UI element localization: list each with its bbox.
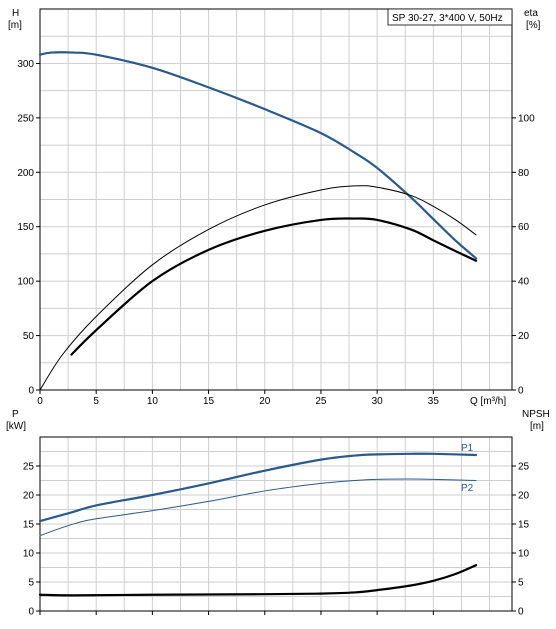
bottom-gridlines bbox=[40, 437, 512, 611]
series-line-1-2 bbox=[38, 564, 478, 597]
right-tick-label: 15 bbox=[518, 520, 530, 531]
right-tick-label: 10 bbox=[518, 549, 530, 560]
left-axis-symbol-top: H bbox=[12, 8, 19, 19]
x-axis-label: Q [m³/h] bbox=[470, 396, 506, 407]
right-axis-symbol-bottom: NPSH bbox=[522, 409, 550, 420]
top-plot-frame bbox=[39, 8, 513, 391]
left-tick-label: 0 bbox=[28, 386, 34, 397]
x-tick-label: 0 bbox=[37, 396, 43, 407]
right-tick-label: 20 bbox=[518, 331, 530, 342]
left-axis-unit-top: [m] bbox=[8, 20, 22, 31]
right-axis-unit-top: [%] bbox=[526, 20, 541, 31]
series-line-0-2 bbox=[70, 217, 478, 356]
right-tick-label: 20 bbox=[518, 491, 530, 502]
x-tick-label: 30 bbox=[372, 396, 384, 407]
right-tick-label: 0 bbox=[518, 386, 524, 397]
bottom-tick-labels: 0 5 10 15 20 25 0 5 10 15 20 25 bbox=[23, 462, 530, 618]
left-tick-label: 15 bbox=[23, 520, 35, 531]
right-tick-label: 40 bbox=[518, 277, 530, 288]
right-tick-label: 5 bbox=[518, 578, 524, 589]
left-tick-label: 10 bbox=[23, 549, 35, 560]
series-p1 bbox=[38, 452, 478, 523]
series-line-0-0 bbox=[38, 51, 478, 260]
right-tick-label: 0 bbox=[518, 607, 524, 618]
right-tick-label: 80 bbox=[518, 168, 530, 179]
series-label-p1: P1 bbox=[461, 443, 474, 454]
left-axis-unit-bottom: [kW] bbox=[6, 421, 26, 432]
chart-title-box bbox=[387, 8, 513, 26]
right-axis-symbol-top: eta bbox=[524, 8, 538, 19]
right-tick-label: 25 bbox=[518, 462, 530, 473]
series-label-p2: P2 bbox=[461, 483, 474, 494]
x-tick-label: 15 bbox=[203, 396, 215, 407]
left-tick-label: 250 bbox=[17, 113, 34, 124]
series-p2 bbox=[39, 478, 477, 537]
x-tick-label: 25 bbox=[315, 396, 327, 407]
x-tick-label: 35 bbox=[428, 396, 440, 407]
top-series-group bbox=[38, 51, 478, 391]
top-tick-labels: 0 50 100 150 200 250 300 0 20 40 60 80 100 0 5 10 15 20 25… bbox=[17, 59, 535, 407]
left-axis-symbol-bottom: P bbox=[12, 409, 19, 420]
bottom-series-group bbox=[38, 452, 478, 597]
left-tick-label: 20 bbox=[23, 491, 35, 502]
top-gridlines bbox=[40, 9, 512, 390]
left-tick-label: 50 bbox=[23, 331, 35, 342]
left-tick-label: 0 bbox=[28, 607, 34, 618]
series-line-0-1 bbox=[39, 185, 477, 391]
x-tick-label: 20 bbox=[259, 396, 271, 407]
right-axis-unit-bottom: [m] bbox=[530, 421, 544, 432]
x-tick-label: 5 bbox=[93, 396, 99, 407]
left-tick-label: 100 bbox=[17, 277, 34, 288]
left-tick-label: 150 bbox=[17, 222, 34, 233]
left-tick-label: 300 bbox=[17, 59, 34, 70]
right-tick-label: 60 bbox=[518, 222, 530, 233]
left-tick-label: 25 bbox=[23, 462, 35, 473]
x-tick-label: 10 bbox=[147, 396, 159, 407]
right-tick-label: 100 bbox=[518, 113, 535, 124]
head-efficiency-chart: 0 50 100 150 200 250 300 0 20 40 60 80 100 0 5 10 15 20 25… bbox=[8, 8, 541, 407]
chart-title: SP 30-27, 3*400 V, 50Hz bbox=[392, 13, 503, 24]
left-tick-label: 200 bbox=[17, 168, 34, 179]
left-tick-label: 5 bbox=[28, 578, 34, 589]
